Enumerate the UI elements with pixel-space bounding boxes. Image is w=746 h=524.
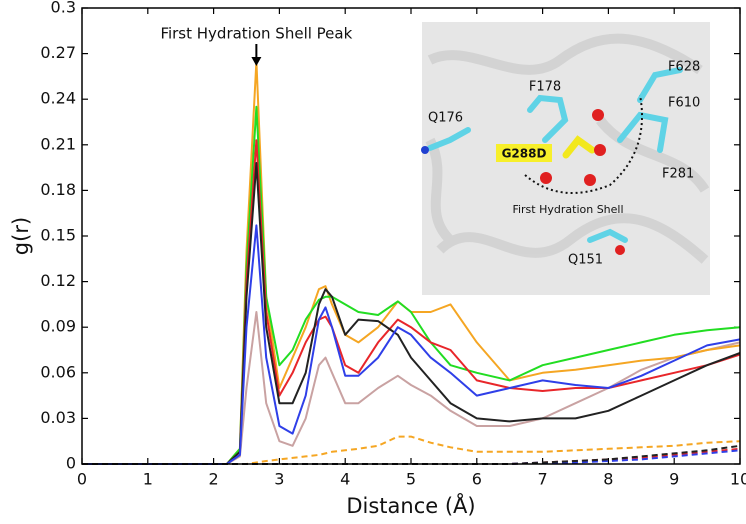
y-tick-label: 0.21: [40, 134, 76, 153]
y-tick-label: 0.09: [40, 317, 76, 336]
y-tick-label: 0.03: [40, 408, 76, 427]
x-tick-label: 6: [472, 470, 482, 489]
inset-label: Q151: [568, 253, 603, 268]
x-tick-label: 10: [730, 470, 746, 489]
x-axis-title: Distance (Å): [346, 492, 475, 518]
hydration-shell-arc: [524, 94, 643, 194]
y-tick-label: 0.06: [40, 362, 76, 381]
y-tick-label: 0: [66, 454, 76, 473]
annotation-arrowhead: [251, 57, 262, 66]
series-line: [82, 105, 741, 465]
x-tick-label: 8: [603, 470, 613, 489]
series-line: [82, 311, 741, 465]
y-tick-label: 0.24: [40, 89, 76, 108]
series-line: [82, 139, 741, 465]
y-tick-label: 0.3: [51, 0, 76, 17]
x-tick-label: 1: [143, 470, 153, 489]
x-tick-label: 5: [406, 470, 416, 489]
series-line: [82, 449, 741, 465]
g288d-highlight: [496, 144, 552, 162]
inset-label: F628: [668, 60, 700, 75]
x-tick-label: 2: [209, 470, 219, 489]
residue-sticks: [427, 67, 683, 243]
protein-ribbons: [425, 33, 710, 264]
inset-label: Q176: [428, 111, 463, 126]
y-tick-label: 0.27: [40, 43, 76, 62]
inset-image: F178 F628 F610 Q176 G288D F281 First Hydration…: [421, 22, 710, 295]
x-tick-label: 3: [274, 470, 284, 489]
inset-label: G288D: [502, 147, 547, 161]
y-tick-label: 0.18: [40, 180, 76, 199]
inset-label: First Hydration Shell: [512, 203, 623, 216]
series-line: [82, 224, 741, 465]
x-tick-label: 9: [669, 470, 679, 489]
inset-label: F610: [668, 96, 700, 111]
annotation-text: First Hydration Shell Peak: [160, 25, 352, 43]
series-line: [82, 60, 741, 465]
y-tick-label: 0.12: [40, 271, 76, 290]
plot-frame: [81, 7, 741, 465]
y-tick-label: 0.15: [40, 226, 76, 245]
x-tick-label: 4: [340, 470, 350, 489]
y-axis-title: g(r): [9, 217, 33, 255]
g288d-stick: [562, 135, 596, 159]
inset-label: F178: [529, 80, 561, 95]
water-molecules: [421, 109, 625, 255]
series-line: [82, 162, 741, 465]
x-tick-label: 7: [538, 470, 548, 489]
x-tick-label: 0: [77, 470, 87, 489]
series-line: [82, 444, 741, 465]
inset-label: F281: [662, 167, 694, 182]
series-line: [82, 435, 741, 465]
